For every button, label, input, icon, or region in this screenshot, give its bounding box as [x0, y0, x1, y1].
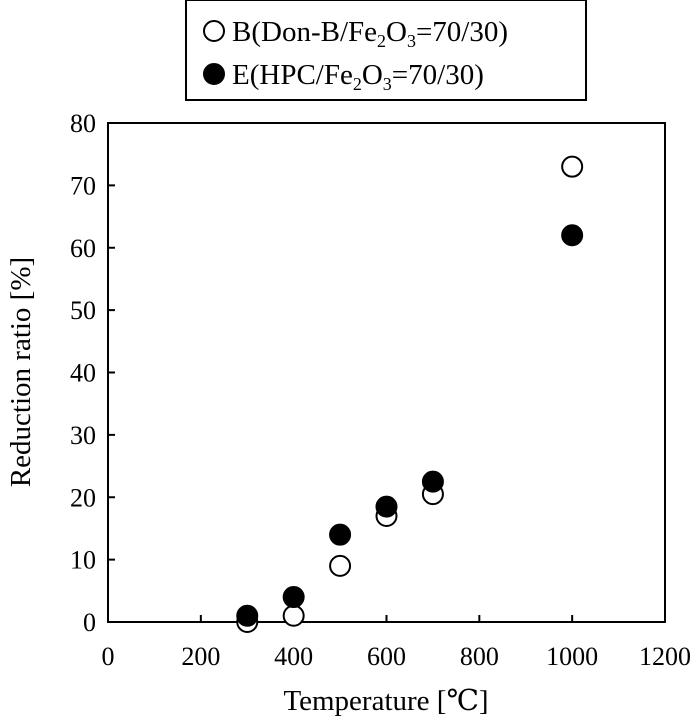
y-tick-label: 20	[70, 483, 96, 512]
y-tick-label: 40	[70, 359, 96, 388]
x-tick-label: 200	[181, 642, 220, 671]
x-axis: 0 200 400 600 800 1000 1200	[102, 615, 691, 671]
data-point-series-1	[329, 554, 352, 577]
x-tick-label: 0	[102, 642, 115, 671]
data-point-series-2	[236, 604, 259, 627]
x-tick-label: 1200	[639, 642, 691, 671]
legend-marker-series-2	[203, 63, 225, 85]
x-tick-label: 400	[274, 642, 313, 671]
y-tick-label: 30	[70, 421, 96, 450]
data-point-series-2	[561, 224, 584, 247]
data-point-series-1	[282, 604, 305, 627]
legend-box	[185, 0, 587, 101]
data-point-series-2	[375, 495, 398, 518]
y-axis-title: Reduction ratio [%]	[5, 257, 37, 487]
legend: B(Don-B/Fe2O3=70/30) E(HPC/Fe2O3=70/30)	[185, 0, 587, 101]
data-point-series-2	[421, 470, 444, 493]
x-tick-label: 600	[367, 642, 406, 671]
y-tick-label: 60	[70, 234, 96, 263]
data-point-series-2	[329, 523, 352, 546]
data-point-series-2	[282, 586, 305, 609]
x-tick-label: 1000	[546, 642, 598, 671]
legend-marker-series-1	[203, 20, 225, 42]
y-tick-label: 80	[70, 109, 96, 138]
data-points	[236, 155, 584, 633]
y-tick-label: 10	[70, 546, 96, 575]
y-tick-label: 0	[83, 608, 96, 637]
x-tick-label: 800	[460, 642, 499, 671]
x-axis-title: Temperature [℃]	[283, 685, 488, 717]
legend-label-series-2: E(HPC/Fe2O3=70/30)	[232, 59, 484, 94]
y-axis: 0 10 20 30 40 50 60 70 80	[70, 109, 115, 637]
y-tick-label: 50	[70, 296, 96, 325]
legend-label-series-1: B(Don-B/Fe2O3=70/30)	[232, 16, 508, 51]
plot-area	[107, 122, 666, 623]
data-point-series-1	[561, 155, 584, 178]
y-tick-label: 70	[70, 171, 96, 200]
